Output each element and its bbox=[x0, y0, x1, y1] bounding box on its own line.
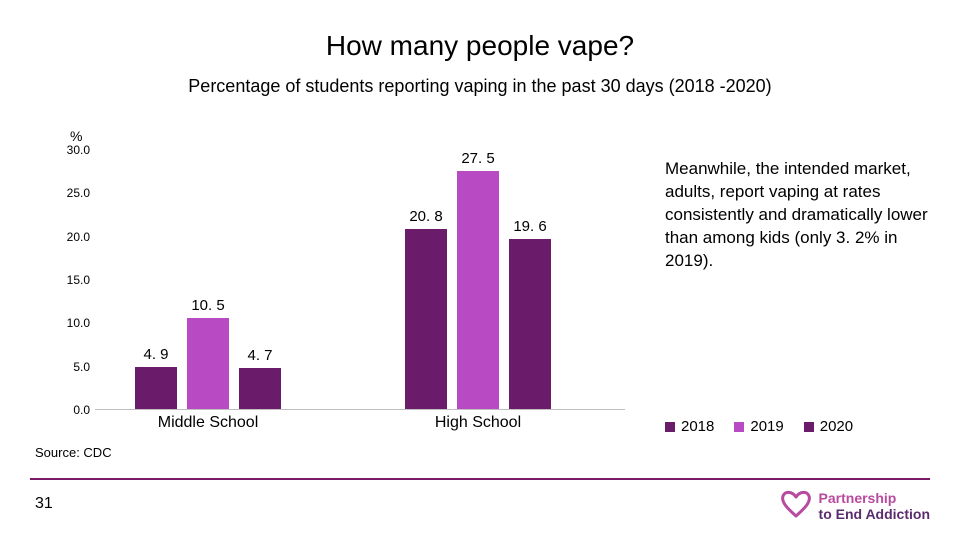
legend-label: 2018 bbox=[681, 418, 714, 435]
bar-value-label: 10. 5 bbox=[178, 297, 238, 314]
category-label: Middle School bbox=[135, 414, 281, 432]
bar-value-label: 4. 9 bbox=[126, 346, 186, 363]
bar-value-label: 4. 7 bbox=[230, 347, 290, 364]
legend: 2018 2019 2020 bbox=[665, 418, 853, 435]
commentary-text: Meanwhile, the intended market, adults, … bbox=[665, 158, 935, 273]
page-number: 31 bbox=[35, 495, 53, 513]
brand-line2: to End Addiction bbox=[819, 506, 930, 522]
category-label: High School bbox=[405, 414, 551, 432]
source-citation: Source: CDC bbox=[35, 445, 112, 460]
bar-chart: 0.05.010.015.020.025.030.0 4. 910. 54. 7… bbox=[50, 150, 630, 410]
slide-title: How many people vape? bbox=[0, 30, 960, 62]
bar-value-label: 27. 5 bbox=[448, 150, 508, 167]
legend-item: 2019 bbox=[734, 418, 783, 435]
y-axis-label: % bbox=[70, 128, 82, 144]
y-tick-label: 25.0 bbox=[50, 186, 90, 200]
brand-line1: Partnership bbox=[819, 490, 897, 506]
bar bbox=[135, 367, 177, 409]
legend-swatch bbox=[804, 422, 814, 432]
y-tick-label: 5.0 bbox=[50, 360, 90, 374]
bar-value-label: 19. 6 bbox=[500, 218, 560, 235]
legend-label: 2019 bbox=[750, 418, 783, 435]
plot-area: 4. 9 10. 5 4. 7 20. 8 27. 5 19. 6 bbox=[95, 150, 625, 410]
slide-subtitle: Percentage of students reporting vaping … bbox=[0, 76, 960, 97]
brand-text: Partnership to End Addiction bbox=[819, 491, 930, 522]
bar bbox=[405, 229, 447, 409]
legend-label: 2020 bbox=[820, 418, 853, 435]
bar bbox=[509, 239, 551, 409]
legend-item: 2018 bbox=[665, 418, 714, 435]
y-tick-label: 10.0 bbox=[50, 316, 90, 330]
bar bbox=[239, 368, 281, 409]
y-tick-label: 15.0 bbox=[50, 273, 90, 287]
footer-rule bbox=[30, 478, 930, 480]
bar bbox=[187, 318, 229, 409]
brand-logo: Partnership to End Addiction bbox=[781, 490, 930, 523]
bar-value-label: 20. 8 bbox=[396, 208, 456, 225]
bar bbox=[457, 171, 499, 409]
legend-swatch bbox=[665, 422, 675, 432]
y-tick-label: 0.0 bbox=[50, 403, 90, 417]
y-tick-label: 30.0 bbox=[50, 143, 90, 157]
y-tick-label: 20.0 bbox=[50, 230, 90, 244]
heart-icon bbox=[781, 490, 811, 523]
legend-item: 2020 bbox=[804, 418, 853, 435]
legend-swatch bbox=[734, 422, 744, 432]
